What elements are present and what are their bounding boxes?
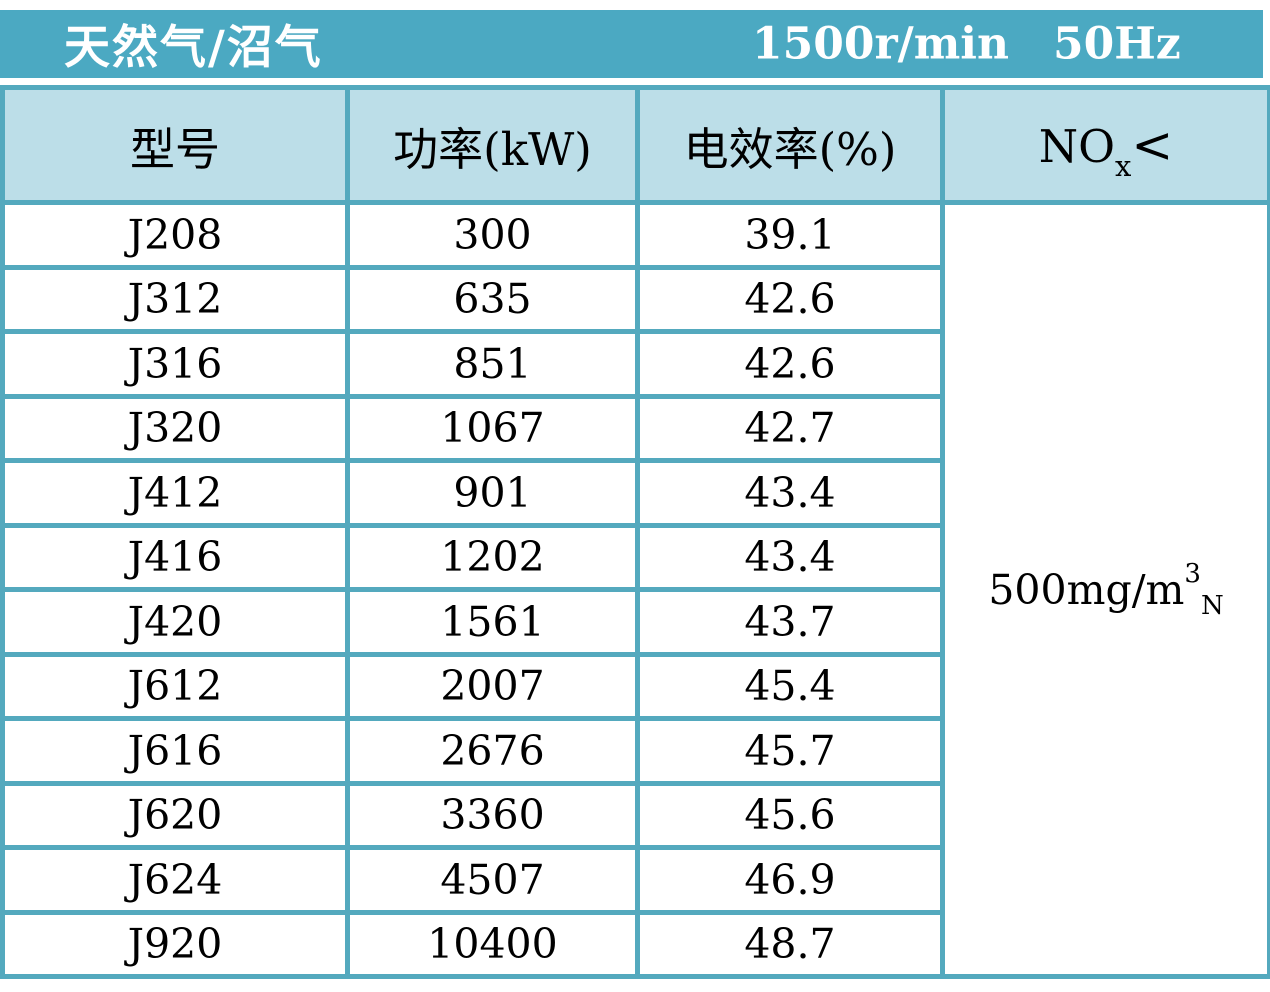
table-row: J412 901 43.4 [0,458,1270,528]
title-bar: 天然气/沼气 1500r/min 50Hz [0,10,1263,78]
frequency-label: 50Hz [1053,18,1181,70]
model-cell: J420 [0,587,350,657]
efficiency-cell: 48.7 [635,909,945,979]
efficiency-cell: 42.6 [635,329,945,399]
nox-limit-subscript: N [1200,590,1224,621]
power-cell: 300 [345,200,640,270]
model-cell: J620 [0,780,350,850]
efficiency-cell: 42.6 [635,264,945,334]
nox-limit-cell: 500mg/m3N [940,200,1270,979]
table-row: J920 10400 48.7 [0,909,1270,979]
col-header-nox: NOx< [940,85,1270,205]
engine-spec-table: 型号 功率(kW) 电效率(%) NOx< J208 300 39.1 500m… [0,85,1270,979]
table-row: J420 1561 43.7 [0,587,1270,657]
model-cell: J208 [0,200,350,270]
model-cell: J612 [0,651,350,721]
table-row: J208 300 39.1 500mg/m3N [0,200,1270,979]
power-cell: 851 [345,329,640,399]
table-row: J312 635 42.6 [0,264,1270,334]
table-row: J616 2676 45.7 [0,716,1270,786]
power-cell: 635 [345,264,640,334]
col-header-power: 功率(kW) [345,85,640,205]
model-cell: J320 [0,393,350,463]
fuel-type-label: 天然气/沼气 [64,20,323,74]
model-cell: J316 [0,329,350,399]
nox-limit-superscript: 3 [1184,558,1201,589]
efficiency-cell: 43.4 [635,458,945,528]
nox-limit-value: 500mg/m [988,565,1185,614]
efficiency-cell: 43.7 [635,587,945,657]
table-row: J316 851 42.6 [0,329,1270,399]
table-row: J612 2007 45.4 [0,651,1270,721]
col-header-efficiency: 电效率(%) [635,85,945,205]
power-cell: 2676 [345,716,640,786]
efficiency-cell: 45.6 [635,780,945,850]
col-header-model: 型号 [0,85,350,205]
efficiency-cell: 43.4 [635,522,945,592]
model-cell: J412 [0,458,350,528]
power-cell: 1561 [345,587,640,657]
power-cell: 3360 [345,780,640,850]
power-cell: 1067 [345,393,640,463]
table-row: J624 4507 46.9 [0,845,1270,915]
efficiency-cell: 42.7 [635,393,945,463]
model-cell: J616 [0,716,350,786]
table-row: J416 1202 43.4 [0,522,1270,592]
efficiency-cell: 39.1 [635,200,945,270]
header-row: 型号 功率(kW) 电效率(%) NOx< [0,85,1270,205]
power-cell: 1202 [345,522,640,592]
nox-subscript: x [1115,149,1132,183]
table-row: J320 1067 42.7 [0,393,1270,463]
efficiency-cell: 45.7 [635,716,945,786]
model-cell: J312 [0,264,350,334]
engine-speed-label: 1500r/min [752,18,1009,70]
model-cell: J920 [0,909,350,979]
less-than-symbol: < [1131,116,1174,174]
table-row: J620 3360 45.6 [0,780,1270,850]
power-cell: 901 [345,458,640,528]
nox-base: NO [1038,120,1115,173]
power-cell: 2007 [345,651,640,721]
power-cell: 10400 [345,909,640,979]
efficiency-cell: 45.4 [635,651,945,721]
efficiency-cell: 46.9 [635,845,945,915]
power-cell: 4507 [345,845,640,915]
model-cell: J624 [0,845,350,915]
model-cell: J416 [0,522,350,592]
